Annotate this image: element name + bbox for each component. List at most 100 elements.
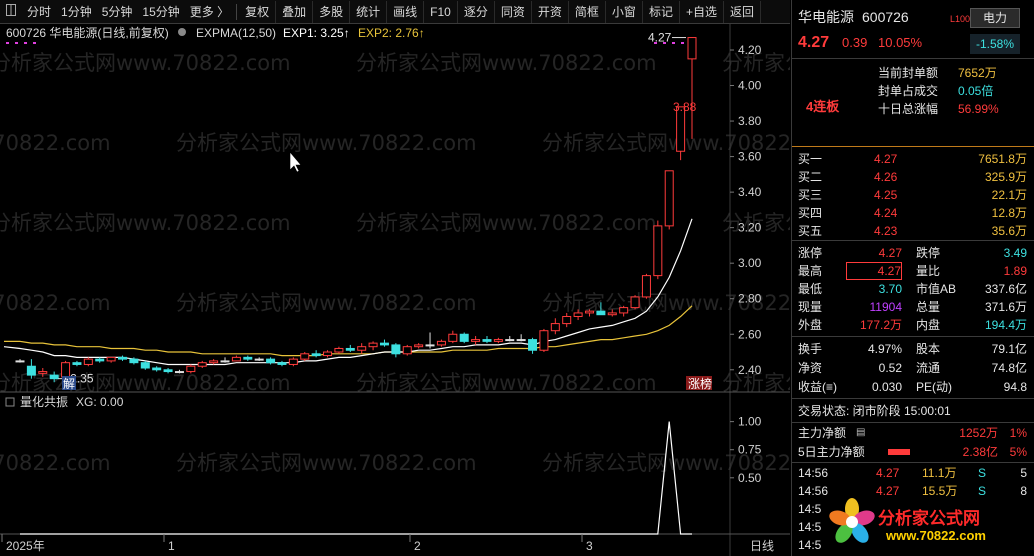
period-tab-2[interactable]: 5分钟 xyxy=(101,4,133,19)
site-logo: 分析家公式网 www.70822.com xyxy=(826,496,1030,550)
toolbar-button-5[interactable]: F10 xyxy=(424,0,458,23)
toolbar-button-13[interactable]: 返回 xyxy=(724,0,761,23)
toolbar-button-6[interactable]: 逐分 xyxy=(458,0,495,23)
tick-side: S xyxy=(978,484,987,498)
candle-body xyxy=(550,323,560,332)
toolbar-button-9[interactable]: 简框 xyxy=(569,0,606,23)
tick-volume: 15.5万 xyxy=(922,484,958,498)
flower-logo-icon xyxy=(829,498,875,543)
candle-body xyxy=(95,358,105,362)
tick-row: 14:5 xyxy=(792,500,1034,518)
watermark-text: 分析家公式网www.70822.com xyxy=(542,131,790,155)
candle-body xyxy=(391,344,401,355)
toolbar-button-10[interactable]: 小窗 xyxy=(606,0,643,23)
stat-row: 收益(≡) 0.030 PE(动) 94.8 xyxy=(792,378,1034,396)
sector-button[interactable]: 电力 xyxy=(970,8,1020,28)
y-tick-label: 3.40 xyxy=(738,185,762,199)
watermark-text: 分析家公式网www.70822.com xyxy=(176,451,477,475)
stat-value: 11904 xyxy=(869,300,902,314)
candle-body xyxy=(49,374,59,380)
toolbar-button-4[interactable]: 画线 xyxy=(387,0,425,23)
y-tick-label: 2.40 xyxy=(738,363,762,377)
x-axis-label: 3 xyxy=(586,539,593,553)
stat-row: 换手 4.97% 股本 79.1亿 xyxy=(792,340,1034,358)
period-tab-0[interactable]: 分时 xyxy=(27,4,52,19)
watermark-text: 分析家公式网www.70822.com xyxy=(542,291,790,315)
candle-body xyxy=(630,296,640,309)
stat-row: 外盘 177.2万 内盘 194.4万 xyxy=(792,316,1034,334)
candle-body xyxy=(266,358,276,364)
candle-body xyxy=(15,360,25,363)
y-tick-label: 4.20 xyxy=(738,43,762,57)
candle-body xyxy=(186,365,196,373)
stat-value: 3.49 xyxy=(1003,246,1027,260)
toolbar-button-1[interactable]: 叠加 xyxy=(276,0,314,23)
stat-label: 净资 xyxy=(798,361,823,375)
stat-value: 79.1亿 xyxy=(991,342,1027,356)
kline-chart-panel[interactable]: 分析家公式网www.70822.com 分析家公式网www.70822.com 分析… xyxy=(0,24,790,556)
candle-body xyxy=(72,362,82,365)
candle-body xyxy=(379,342,389,346)
stat-label: 最低 xyxy=(798,282,823,296)
exp2-value: EXP2: 2.76↑ xyxy=(358,26,425,40)
candle-body xyxy=(254,358,264,361)
seal-label: 当前封单额 xyxy=(878,66,939,80)
candle-body xyxy=(231,356,241,362)
seal-value: 56.99% xyxy=(958,102,999,116)
flow-label: 5日主力净额 xyxy=(798,445,865,459)
limit-up-rank-tag-bg xyxy=(686,376,712,390)
candle-body xyxy=(197,362,207,367)
candle-body xyxy=(83,358,93,365)
candle-body xyxy=(129,358,139,364)
toolbar-button-3[interactable]: 统计 xyxy=(350,0,388,23)
toolbar-button-0[interactable]: 复权 xyxy=(239,0,277,23)
candle-body xyxy=(596,310,606,316)
stat-value: 194.4万 xyxy=(984,318,1027,332)
stat-row: 净资 0.52 流通 74.8亿 xyxy=(792,359,1034,377)
tick-volume: 11.1万 xyxy=(922,466,957,480)
stat-value: 177.2万 xyxy=(859,318,902,332)
candle-body xyxy=(402,346,412,355)
period-tab-4[interactable]: 更多 〉 xyxy=(189,4,230,19)
candle-body xyxy=(334,347,344,353)
period-tab-1[interactable]: 1分钟 xyxy=(61,4,92,19)
watermark-text: 分析家公式网www.70822.com xyxy=(722,51,790,75)
tick-count: 8 xyxy=(1020,484,1027,498)
toolbar-button-11[interactable]: 标记 xyxy=(643,0,680,23)
stat-label: 内盘 xyxy=(916,318,941,332)
kline-chart-svg[interactable]: 分析家公式网www.70822.com 分析家公式网www.70822.com 分析… xyxy=(0,24,790,556)
stat-label: 换手 xyxy=(798,342,823,356)
exp2-line xyxy=(4,305,693,357)
stock-code: 600726 xyxy=(862,9,909,25)
period-tab-3[interactable]: 15分钟 xyxy=(142,4,180,19)
watermark-text: 分析家公式网www.70822.com xyxy=(0,371,291,395)
toolbar-button-7[interactable]: 同资 xyxy=(495,0,532,23)
y-tick-label: 2.60 xyxy=(738,327,762,341)
candle-body xyxy=(641,275,651,298)
xg-signal-line xyxy=(20,421,692,535)
toolbar-button-2[interactable]: 多股 xyxy=(313,0,351,23)
candle-body xyxy=(61,362,71,378)
watermark-text: 分析家公式网www.70822.com xyxy=(176,291,477,315)
bid-price: 4.23 xyxy=(874,224,898,238)
tick-count: 5 xyxy=(1020,466,1027,480)
candle-body xyxy=(26,365,36,376)
layout-icon[interactable] xyxy=(0,1,22,23)
candle-body xyxy=(493,339,503,342)
seal-row: 封单占成交 0.05倍 xyxy=(792,82,1034,100)
toolbar-button-8[interactable]: 开资 xyxy=(532,0,569,23)
candle-body xyxy=(243,356,253,360)
stat-value: 0.030 xyxy=(871,380,902,394)
limit-up-rank-tag: 涨榜 xyxy=(688,376,712,391)
candle-body xyxy=(459,333,469,342)
toolbar-button-12[interactable]: +自选 xyxy=(680,0,724,23)
tick-price: 4.27 xyxy=(876,466,900,480)
bid-volume: 35.6万 xyxy=(991,224,1027,238)
tick-time: 14:5 xyxy=(798,520,822,534)
sub-y-tick-label: 0.75 xyxy=(738,443,762,457)
limit-up-streak: 4连板 xyxy=(806,99,840,114)
price-change: 0.39 xyxy=(842,35,868,50)
bid-label: 买五 xyxy=(798,224,823,238)
y-tick-label: 4.00 xyxy=(738,79,762,93)
trade-status: 交易状态: 闭市阶段 15:00:01 xyxy=(798,404,951,418)
